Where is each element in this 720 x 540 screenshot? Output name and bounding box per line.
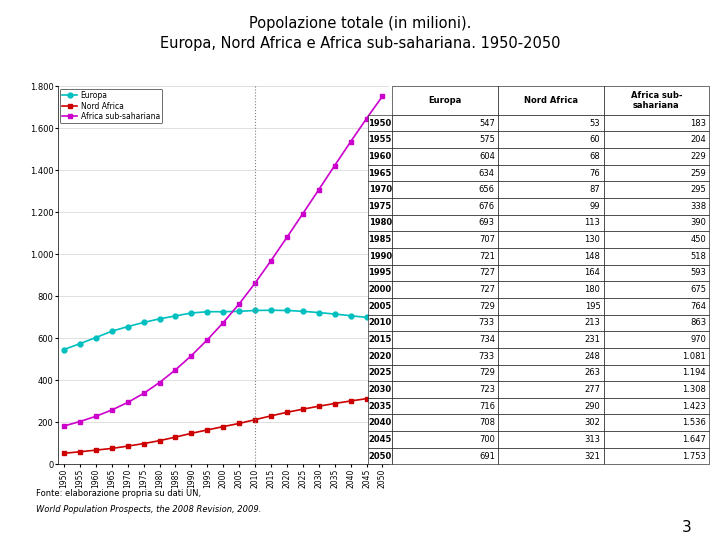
Text: Popolazione totale (in milioni).
Europa, Nord Africa e Africa sub-sahariana. 195: Popolazione totale (in milioni). Europa,… (160, 16, 560, 51)
Europa (235, 308, 243, 314)
Africa sub-sahariana (139, 390, 148, 397)
Europa (203, 308, 212, 315)
Africa sub-sahariana (251, 280, 259, 286)
Europa (107, 328, 116, 334)
Nord Africa (187, 430, 196, 436)
Europa (362, 314, 371, 321)
Text: 3: 3 (681, 519, 691, 535)
Africa sub-sahariana (346, 139, 355, 145)
Europa (266, 307, 275, 314)
Africa sub-sahariana (362, 116, 371, 122)
Nord Africa (266, 413, 275, 419)
Europa (123, 323, 132, 330)
Nord Africa (315, 403, 323, 409)
Africa sub-sahariana (123, 399, 132, 406)
Europa (156, 315, 164, 322)
Nord Africa (235, 420, 243, 427)
Europa (346, 313, 355, 319)
Europa (282, 307, 291, 314)
Africa sub-sahariana (315, 186, 323, 193)
Line: Africa sub-sahariana: Africa sub-sahariana (61, 94, 385, 428)
Africa sub-sahariana (107, 407, 116, 413)
Europa (91, 334, 100, 341)
Text: World Population Prospects, the 2008 Revision, 2009.: World Population Prospects, the 2008 Rev… (36, 505, 261, 514)
Nord Africa (139, 441, 148, 447)
Nord Africa (156, 437, 164, 444)
Europa (299, 308, 307, 314)
Africa sub-sahariana (171, 367, 180, 373)
Europa (139, 319, 148, 326)
Africa sub-sahariana (76, 418, 84, 425)
Nord Africa (123, 443, 132, 449)
Nord Africa (171, 434, 180, 440)
Europa (76, 340, 84, 347)
Legend: Europa, Nord Africa, Africa sub-sahariana: Europa, Nord Africa, Africa sub-saharian… (60, 89, 162, 123)
Europa (60, 346, 68, 353)
Nord Africa (76, 449, 84, 455)
Africa sub-sahariana (282, 234, 291, 241)
Africa sub-sahariana (203, 336, 212, 343)
Africa sub-sahariana (156, 379, 164, 386)
Africa sub-sahariana (187, 353, 196, 359)
Europa (315, 309, 323, 316)
Europa (187, 310, 196, 316)
Africa sub-sahariana (235, 301, 243, 307)
Africa sub-sahariana (330, 163, 339, 169)
Nord Africa (107, 445, 116, 451)
Europa (330, 311, 339, 318)
Europa (219, 308, 228, 315)
Africa sub-sahariana (266, 258, 275, 264)
Africa sub-sahariana (219, 320, 228, 326)
Africa sub-sahariana (378, 93, 387, 99)
Nord Africa (60, 450, 68, 456)
Nord Africa (378, 394, 387, 400)
Nord Africa (251, 416, 259, 423)
Europa (171, 313, 180, 319)
Nord Africa (299, 406, 307, 413)
Nord Africa (330, 400, 339, 407)
Africa sub-sahariana (60, 423, 68, 429)
Nord Africa (219, 423, 228, 430)
Nord Africa (91, 447, 100, 454)
Nord Africa (282, 409, 291, 416)
Nord Africa (203, 427, 212, 433)
Africa sub-sahariana (299, 211, 307, 217)
Africa sub-sahariana (91, 413, 100, 420)
Europa (251, 307, 259, 314)
Line: Nord Africa: Nord Africa (61, 395, 385, 456)
Nord Africa (346, 398, 355, 404)
Text: Fonte: elaborazione propria su dati UN,: Fonte: elaborazione propria su dati UN, (36, 489, 204, 498)
Nord Africa (362, 395, 371, 402)
Line: Europa: Europa (61, 308, 385, 352)
Europa (378, 316, 387, 322)
